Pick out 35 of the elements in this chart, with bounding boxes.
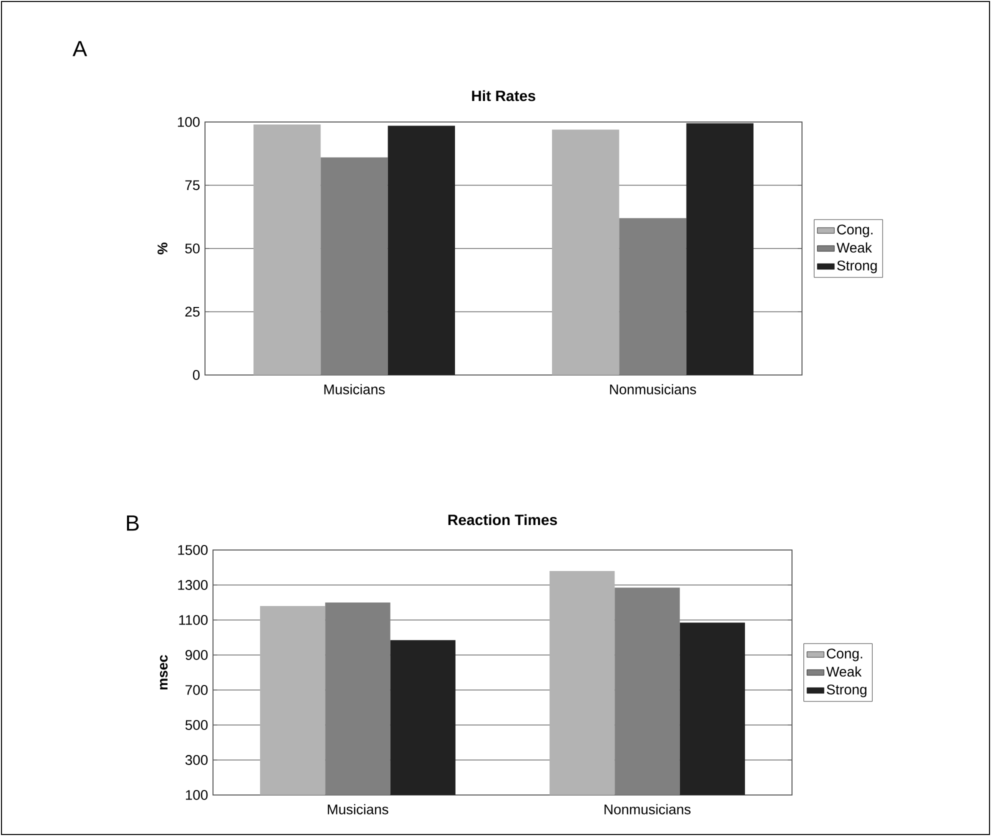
y-tick-label: 100 [186, 790, 208, 800]
chart-title: Hit Rates [472, 90, 536, 102]
bar [254, 124, 321, 375]
legend-label: Weak [836, 242, 872, 253]
legend-label: Weak [826, 666, 862, 677]
y-tick-label: 900 [186, 650, 208, 660]
text: B [127, 516, 139, 531]
legend-label: Strong [826, 684, 866, 698]
y-axis-title: msec [160, 655, 168, 690]
y-tick-label: 500 [185, 720, 208, 730]
bar [686, 123, 754, 375]
x-tick-label: Nonmusicians [604, 804, 691, 814]
y-tick-label: 300 [185, 755, 208, 765]
x-tick-label: Musicians [328, 804, 388, 814]
bar [552, 130, 620, 375]
y-axis-title: % [158, 242, 168, 254]
bar [619, 218, 686, 375]
legend-label: Strong [837, 260, 877, 274]
y-tick-label: 1100 [179, 615, 208, 625]
y-tick-label: 1500 [178, 545, 208, 555]
y-tick-label: 75 [185, 180, 200, 190]
y-tick-label: 50 [185, 244, 200, 254]
legend-label: Cong. [837, 224, 872, 238]
y-tick-label: 100 [178, 117, 200, 127]
bar [320, 157, 388, 375]
bar [388, 126, 455, 375]
y-tick-label: 700 [186, 685, 208, 695]
y-tick-label: 25 [185, 306, 200, 317]
y-tick-label: 1300 [178, 580, 208, 590]
x-tick-label: Nonmusicians [610, 384, 696, 394]
y-tick-label: 0 [192, 370, 200, 380]
chart-title: Reaction Times [448, 514, 557, 526]
text: A [72, 41, 88, 56]
x-tick-label: Musicians [324, 384, 385, 394]
legend-label: Cong. [826, 648, 862, 662]
